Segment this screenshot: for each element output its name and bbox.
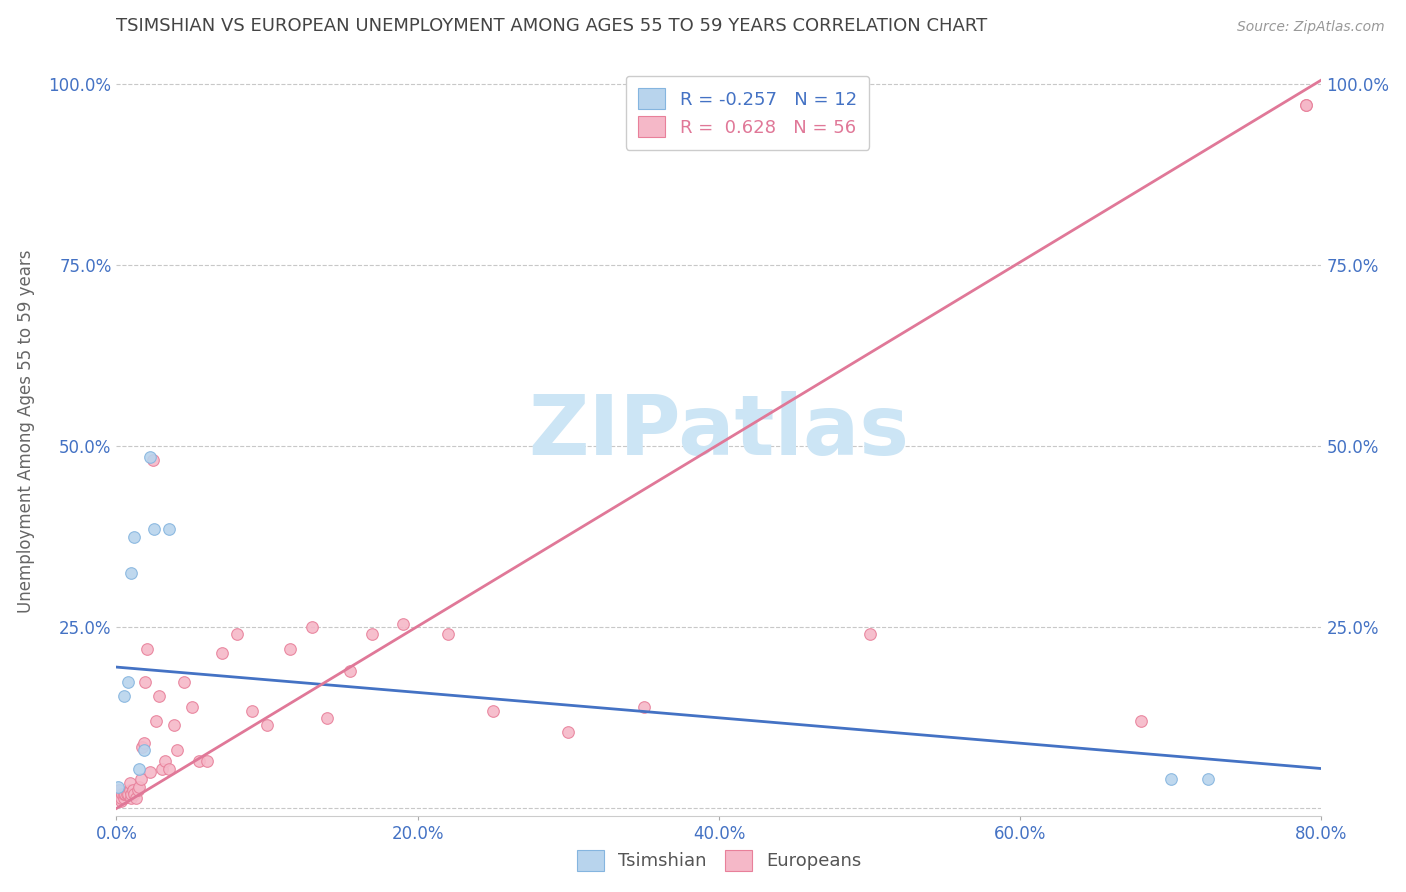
Point: [148, 689, 170, 703]
Point: [436, 627, 458, 641]
Point: [118, 776, 141, 790]
Point: [138, 765, 160, 780]
Point: [391, 616, 413, 631]
Point: [240, 704, 263, 718]
Point: [633, 700, 655, 714]
Point: [1295, 98, 1317, 112]
Point: [145, 714, 167, 729]
Point: [121, 790, 143, 805]
Point: [129, 772, 152, 787]
Point: [180, 700, 202, 714]
Y-axis label: Unemployment Among Ages 55 to 59 years: Unemployment Among Ages 55 to 59 years: [17, 250, 35, 614]
Point: [117, 674, 139, 689]
Point: [121, 566, 143, 580]
Point: [125, 790, 148, 805]
Point: [211, 646, 233, 660]
Point: [1129, 714, 1152, 729]
Point: [127, 783, 149, 797]
Point: [107, 780, 129, 794]
Point: [131, 739, 153, 754]
Point: [112, 790, 135, 805]
Point: [301, 620, 323, 634]
Point: [111, 787, 134, 801]
Point: [150, 762, 173, 776]
Point: [188, 754, 211, 768]
Point: [482, 704, 505, 718]
Point: [361, 627, 384, 641]
Point: [107, 790, 129, 805]
Text: TSIMSHIAN VS EUROPEAN UNEMPLOYMENT AMONG AGES 55 TO 59 YEARS CORRELATION CHART: TSIMSHIAN VS EUROPEAN UNEMPLOYMENT AMONG…: [117, 17, 987, 35]
Point: [226, 627, 249, 641]
Legend: Tsimshian, Europeans: Tsimshian, Europeans: [564, 838, 875, 883]
Point: [132, 736, 155, 750]
Point: [118, 783, 141, 797]
Point: [128, 780, 150, 794]
Point: [256, 718, 278, 732]
Point: [278, 642, 301, 657]
Point: [173, 674, 195, 689]
Point: [195, 754, 218, 768]
Point: [122, 783, 145, 797]
Point: [112, 689, 135, 703]
Text: Source: ZipAtlas.com: Source: ZipAtlas.com: [1237, 20, 1385, 34]
Point: [110, 790, 132, 805]
Point: [143, 522, 166, 536]
Point: [1198, 772, 1220, 787]
Point: [557, 725, 579, 739]
Point: [107, 787, 129, 801]
Point: [166, 743, 188, 757]
Point: [117, 787, 139, 801]
Point: [316, 711, 339, 725]
Point: [115, 787, 138, 801]
Point: [108, 783, 131, 797]
Point: [1295, 98, 1317, 112]
Point: [124, 787, 146, 801]
Point: [157, 762, 180, 776]
Point: [132, 743, 155, 757]
Text: ZIPatlas: ZIPatlas: [529, 391, 910, 472]
Point: [858, 627, 880, 641]
Point: [114, 787, 136, 801]
Point: [128, 762, 150, 776]
Point: [157, 522, 180, 536]
Point: [135, 642, 157, 657]
Point: [153, 754, 176, 768]
Point: [121, 787, 143, 801]
Point: [1160, 772, 1182, 787]
Point: [112, 787, 135, 801]
Point: [163, 718, 186, 732]
Point: [339, 664, 361, 678]
Point: [134, 674, 156, 689]
Point: [142, 453, 165, 467]
Point: [124, 530, 146, 544]
Point: [110, 794, 132, 808]
Point: [138, 450, 160, 464]
